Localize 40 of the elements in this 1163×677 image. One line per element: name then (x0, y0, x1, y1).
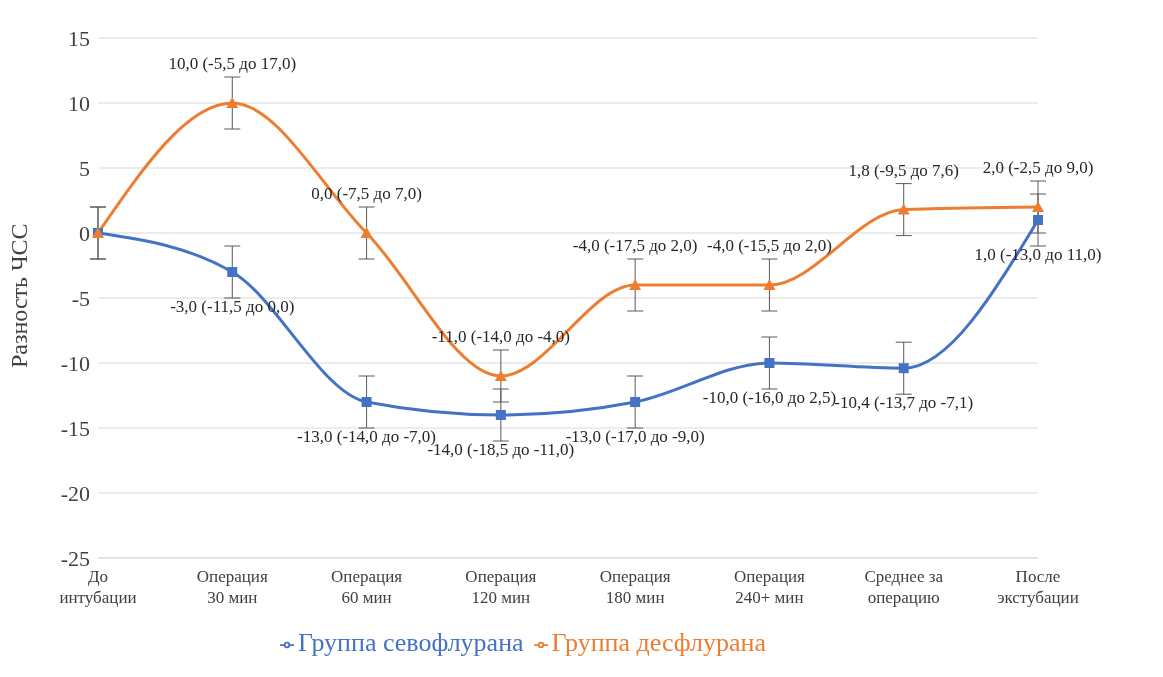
data-label: 1,8 (-9,5 до 7,6) (848, 160, 960, 180)
x-tick-label: Операция 240+ мин (733, 567, 806, 607)
point (629, 279, 642, 290)
y-tick-label: -15 (60, 415, 90, 441)
point (361, 397, 372, 407)
y-tick-label: 0 (79, 220, 90, 246)
x-tick-label: Операция 180 мин (599, 567, 671, 607)
point (1033, 215, 1043, 225)
point (227, 267, 238, 277)
legend-label: Группа десфлурана (551, 628, 766, 657)
x-tick-label: Операция 30 мин (196, 567, 268, 607)
data-label: 0,0 (-7,5 до 7,0) (311, 184, 422, 203)
y-tick-label: -10 (60, 350, 90, 376)
x-tick-label: После экстубации (997, 567, 1079, 607)
y-tick-label: 15 (68, 25, 90, 51)
data-label: 2,0 (-2,5 до 9,0) (982, 158, 1094, 177)
point (495, 410, 506, 420)
y-tick-label: 10 (68, 90, 90, 116)
x-tick-label: Операция 120 мин (465, 567, 537, 607)
point (763, 279, 776, 290)
data-label: -4,0 (-17,5 до 2,0) (572, 236, 698, 255)
point (226, 97, 239, 108)
data-label: -10,4 (-13,7 до -7,1) (834, 393, 974, 413)
data-label: -4,0 (-15,5 до 2,0) (707, 236, 832, 255)
point (1032, 201, 1044, 212)
y-tick-label: 5 (79, 155, 90, 181)
point (494, 370, 507, 381)
x-tick-label: Среднее за операцию (864, 567, 944, 607)
legend-label: Группа севофлурана (298, 628, 524, 657)
point (764, 358, 775, 368)
point (630, 397, 641, 407)
data-label: 10,0 (-5,5 до 17,0) (168, 54, 297, 73)
point (898, 363, 909, 374)
y-tick-label: -20 (60, 480, 90, 506)
point (897, 203, 910, 215)
y-tick-label: -5 (71, 285, 90, 311)
data-label: -10,0 (-16,0 до 2,5) (702, 388, 837, 407)
y-axis-title: Разность ЧСС (5, 223, 32, 368)
x-tick-label: Операция 60 мин (331, 567, 403, 607)
point (360, 227, 373, 238)
